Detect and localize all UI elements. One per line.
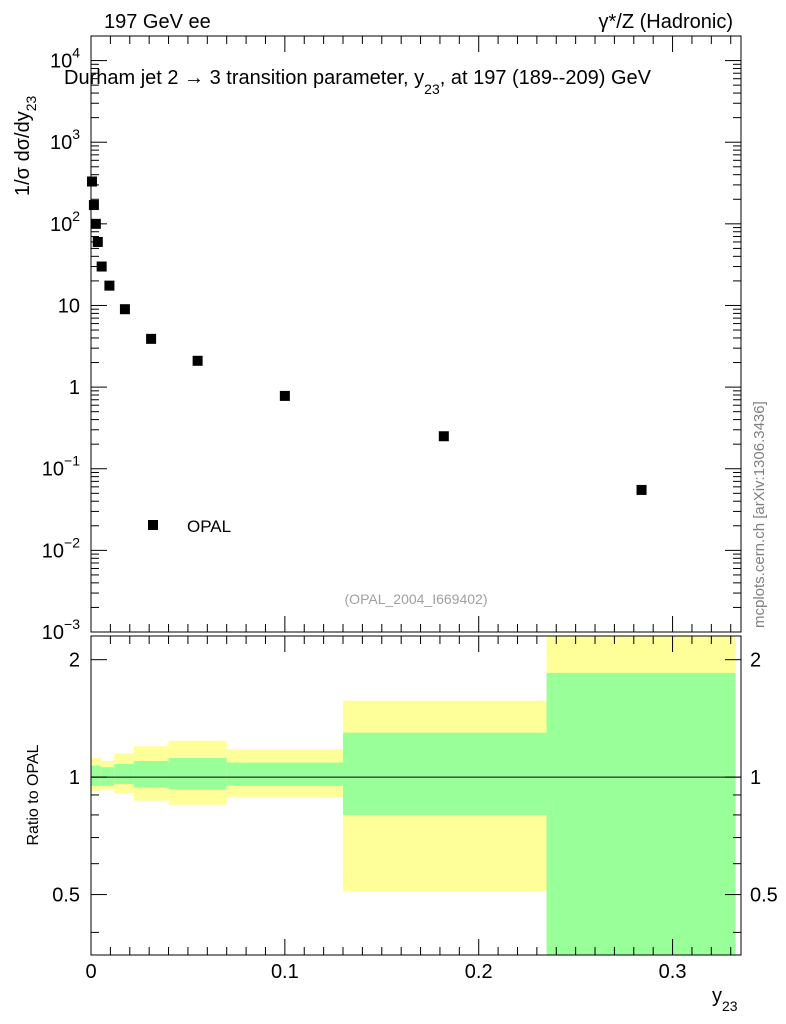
x-axis-label: y23 bbox=[712, 985, 738, 1014]
data-points bbox=[86, 176, 647, 495]
main-title-part1: Durham jet 2 → 3 transition parameter, y bbox=[64, 67, 424, 89]
ratio-band-green bbox=[343, 732, 547, 815]
data-point bbox=[279, 390, 290, 401]
main-title-sub: 23 bbox=[424, 81, 440, 97]
ratio-x-ticks bbox=[90, 636, 732, 955]
data-point bbox=[146, 333, 157, 344]
data-point bbox=[86, 176, 97, 187]
data-point bbox=[104, 280, 115, 291]
x-tick-label: 0.2 bbox=[465, 961, 493, 983]
main-y-axis-label-text: 1/σ dσ/dy bbox=[12, 111, 34, 196]
main-y-tick-label: 103 bbox=[50, 126, 80, 154]
ratio-y-tick-label-right: 0.5 bbox=[750, 885, 778, 907]
side-watermark: mcplots.cern.ch [arXiv:1306.3436] bbox=[751, 401, 768, 628]
ratio-band-green bbox=[546, 672, 736, 955]
ratio-band-green bbox=[100, 767, 115, 786]
ratio-band-green bbox=[114, 764, 134, 785]
main-x-ticks bbox=[90, 36, 732, 632]
ratio-bands bbox=[91, 636, 736, 955]
main-y-tick-label: 10−1 bbox=[42, 453, 80, 481]
main-title: Durham jet 2 → 3 transition parameter, y… bbox=[64, 67, 652, 97]
ratio-y-axis-label: Ratio to OPAL bbox=[25, 744, 42, 845]
x-axis-label-text: y bbox=[712, 985, 722, 1007]
x-tick-labels: 0 0.1 0.2 0.3 bbox=[85, 961, 686, 983]
data-point bbox=[96, 261, 107, 272]
ratio-band-green bbox=[226, 762, 344, 786]
ratio-y-tick-label-right: 2 bbox=[750, 650, 761, 672]
ratio-y-tick-label-left: 0.5 bbox=[52, 885, 80, 907]
main-y-tick-label: 102 bbox=[50, 208, 80, 236]
main-y-tick-label: 10−2 bbox=[42, 534, 80, 562]
data-point bbox=[192, 355, 203, 366]
ratio-band-green bbox=[168, 757, 227, 790]
main-plot-frame bbox=[90, 35, 742, 633]
main-y-tick-labels: 10−3 10−2 10−1 1 10 102 103 104 bbox=[42, 45, 80, 644]
main-y-ticks bbox=[91, 35, 741, 633]
main-y-axis-label: 1/σ dσ/dy23 bbox=[12, 95, 39, 196]
x-tick-label: 0.3 bbox=[659, 961, 687, 983]
ratio-y-tick-labels: 0.5 0.5 1 1 2 2 bbox=[52, 650, 778, 907]
ratio-band-green bbox=[91, 765, 101, 786]
main-y-tick-label: 10 bbox=[58, 295, 80, 317]
data-point bbox=[90, 218, 101, 229]
header-right-label: γ*/Z (Hadronic) bbox=[599, 11, 733, 33]
ratio-band-green bbox=[133, 760, 169, 788]
main-title-part2: , at 197 (189--209) GeV bbox=[440, 67, 652, 89]
data-point bbox=[92, 236, 103, 247]
main-y-axis-label-sub: 23 bbox=[23, 95, 39, 111]
legend-marker bbox=[148, 520, 158, 530]
ratio-y-tick-label-right: 1 bbox=[750, 767, 761, 789]
ratio-y-ticks bbox=[91, 659, 741, 933]
data-point bbox=[438, 431, 449, 442]
data-point bbox=[88, 200, 99, 211]
x-axis-label-sub: 23 bbox=[722, 998, 738, 1014]
ratio-y-tick-label-left: 1 bbox=[69, 767, 80, 789]
data-point bbox=[636, 484, 647, 495]
ratio-y-tick-label-left: 2 bbox=[69, 650, 80, 672]
analysis-id: (OPAL_2004_I669402) bbox=[345, 591, 488, 607]
x-tick-label: 0.1 bbox=[271, 961, 299, 983]
data-point bbox=[119, 304, 130, 315]
main-y-tick-label: 104 bbox=[50, 45, 80, 73]
ratio-plot-frame bbox=[90, 635, 742, 956]
main-y-tick-label: 1 bbox=[69, 377, 80, 399]
x-tick-label: 0 bbox=[85, 961, 96, 983]
main-y-tick-label: 10−3 bbox=[42, 616, 80, 644]
header-left-label: 197 GeV ee bbox=[104, 11, 211, 33]
legend-label: OPAL bbox=[187, 517, 231, 536]
